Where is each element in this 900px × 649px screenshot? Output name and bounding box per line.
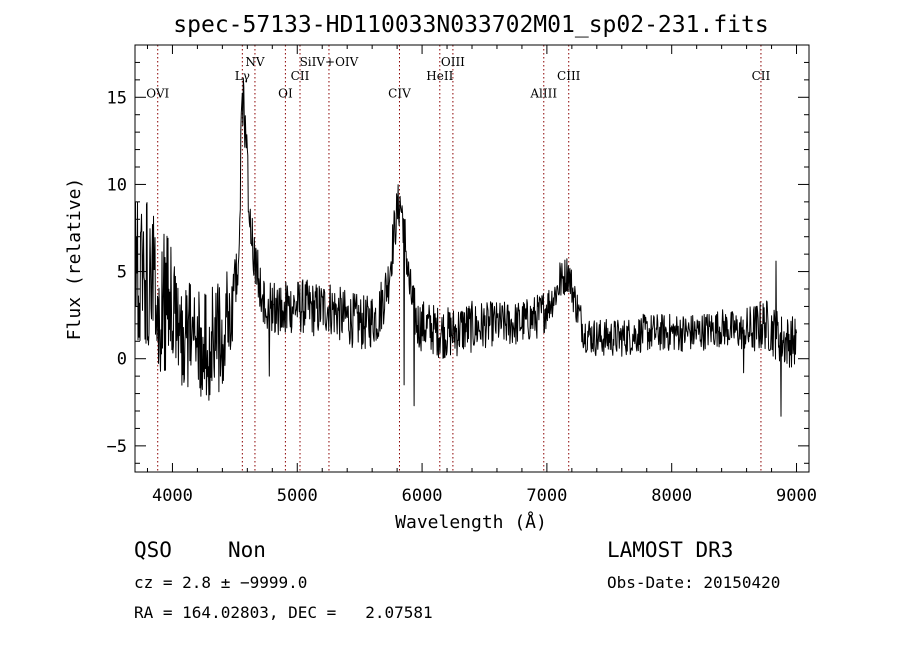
line-label: OI — [278, 86, 293, 100]
chart-title: spec-57133-HD110033N033702M01_sp02-231.f… — [173, 12, 768, 38]
object-class: QSO — [134, 538, 172, 562]
x-axis-label: Wavelength (Å) — [395, 511, 547, 533]
line-label: Lγ — [235, 69, 250, 83]
emission-line-markers: OVILγNVOICIISiIV+OIVCIVHeIIOIIIAlIIICIII… — [146, 45, 771, 472]
y-tick-label: 5 — [117, 263, 127, 283]
x-tick-label: 9000 — [776, 486, 817, 506]
spectrum-line — [134, 77, 797, 417]
coordinates: RA = 164.02803, DEC = 2.07581 — [134, 603, 433, 622]
x-tick-label: 4000 — [152, 486, 193, 506]
redshift-cz: cz = 2.8 ± −9999.0 — [134, 573, 308, 592]
object-subclass: Non — [228, 538, 266, 562]
y-tick-label: −5 — [107, 437, 127, 457]
line-label: OIII — [441, 55, 465, 69]
y-axis: −5 0 5 10 15 — [107, 61, 809, 464]
survey-name: LAMOST DR3 — [607, 538, 734, 562]
y-tick-label: 15 — [107, 88, 127, 108]
x-tick-label: 7000 — [526, 486, 567, 506]
line-label: CII — [752, 69, 771, 83]
observation-date: Obs-Date: 20150420 — [607, 573, 781, 592]
line-label: CIV — [388, 86, 411, 100]
line-label: HeII — [426, 69, 453, 83]
y-tick-label: 10 — [107, 175, 127, 195]
line-label: CII — [291, 69, 310, 83]
line-label: NV — [245, 55, 265, 69]
x-axis: 4000 5000 6000 7000 8000 9000 — [146, 45, 817, 506]
line-label: CIII — [557, 69, 581, 83]
x-tick-label: 6000 — [402, 486, 443, 506]
x-tick-label: 8000 — [651, 486, 692, 506]
x-tick-label: 5000 — [277, 486, 318, 506]
line-label: OVI — [146, 86, 169, 100]
line-label: SiIV+OIV — [300, 55, 359, 69]
y-axis-label: Flux (relative) — [64, 178, 85, 341]
line-label: AlIII — [529, 86, 557, 100]
y-tick-label: 0 — [117, 350, 127, 370]
